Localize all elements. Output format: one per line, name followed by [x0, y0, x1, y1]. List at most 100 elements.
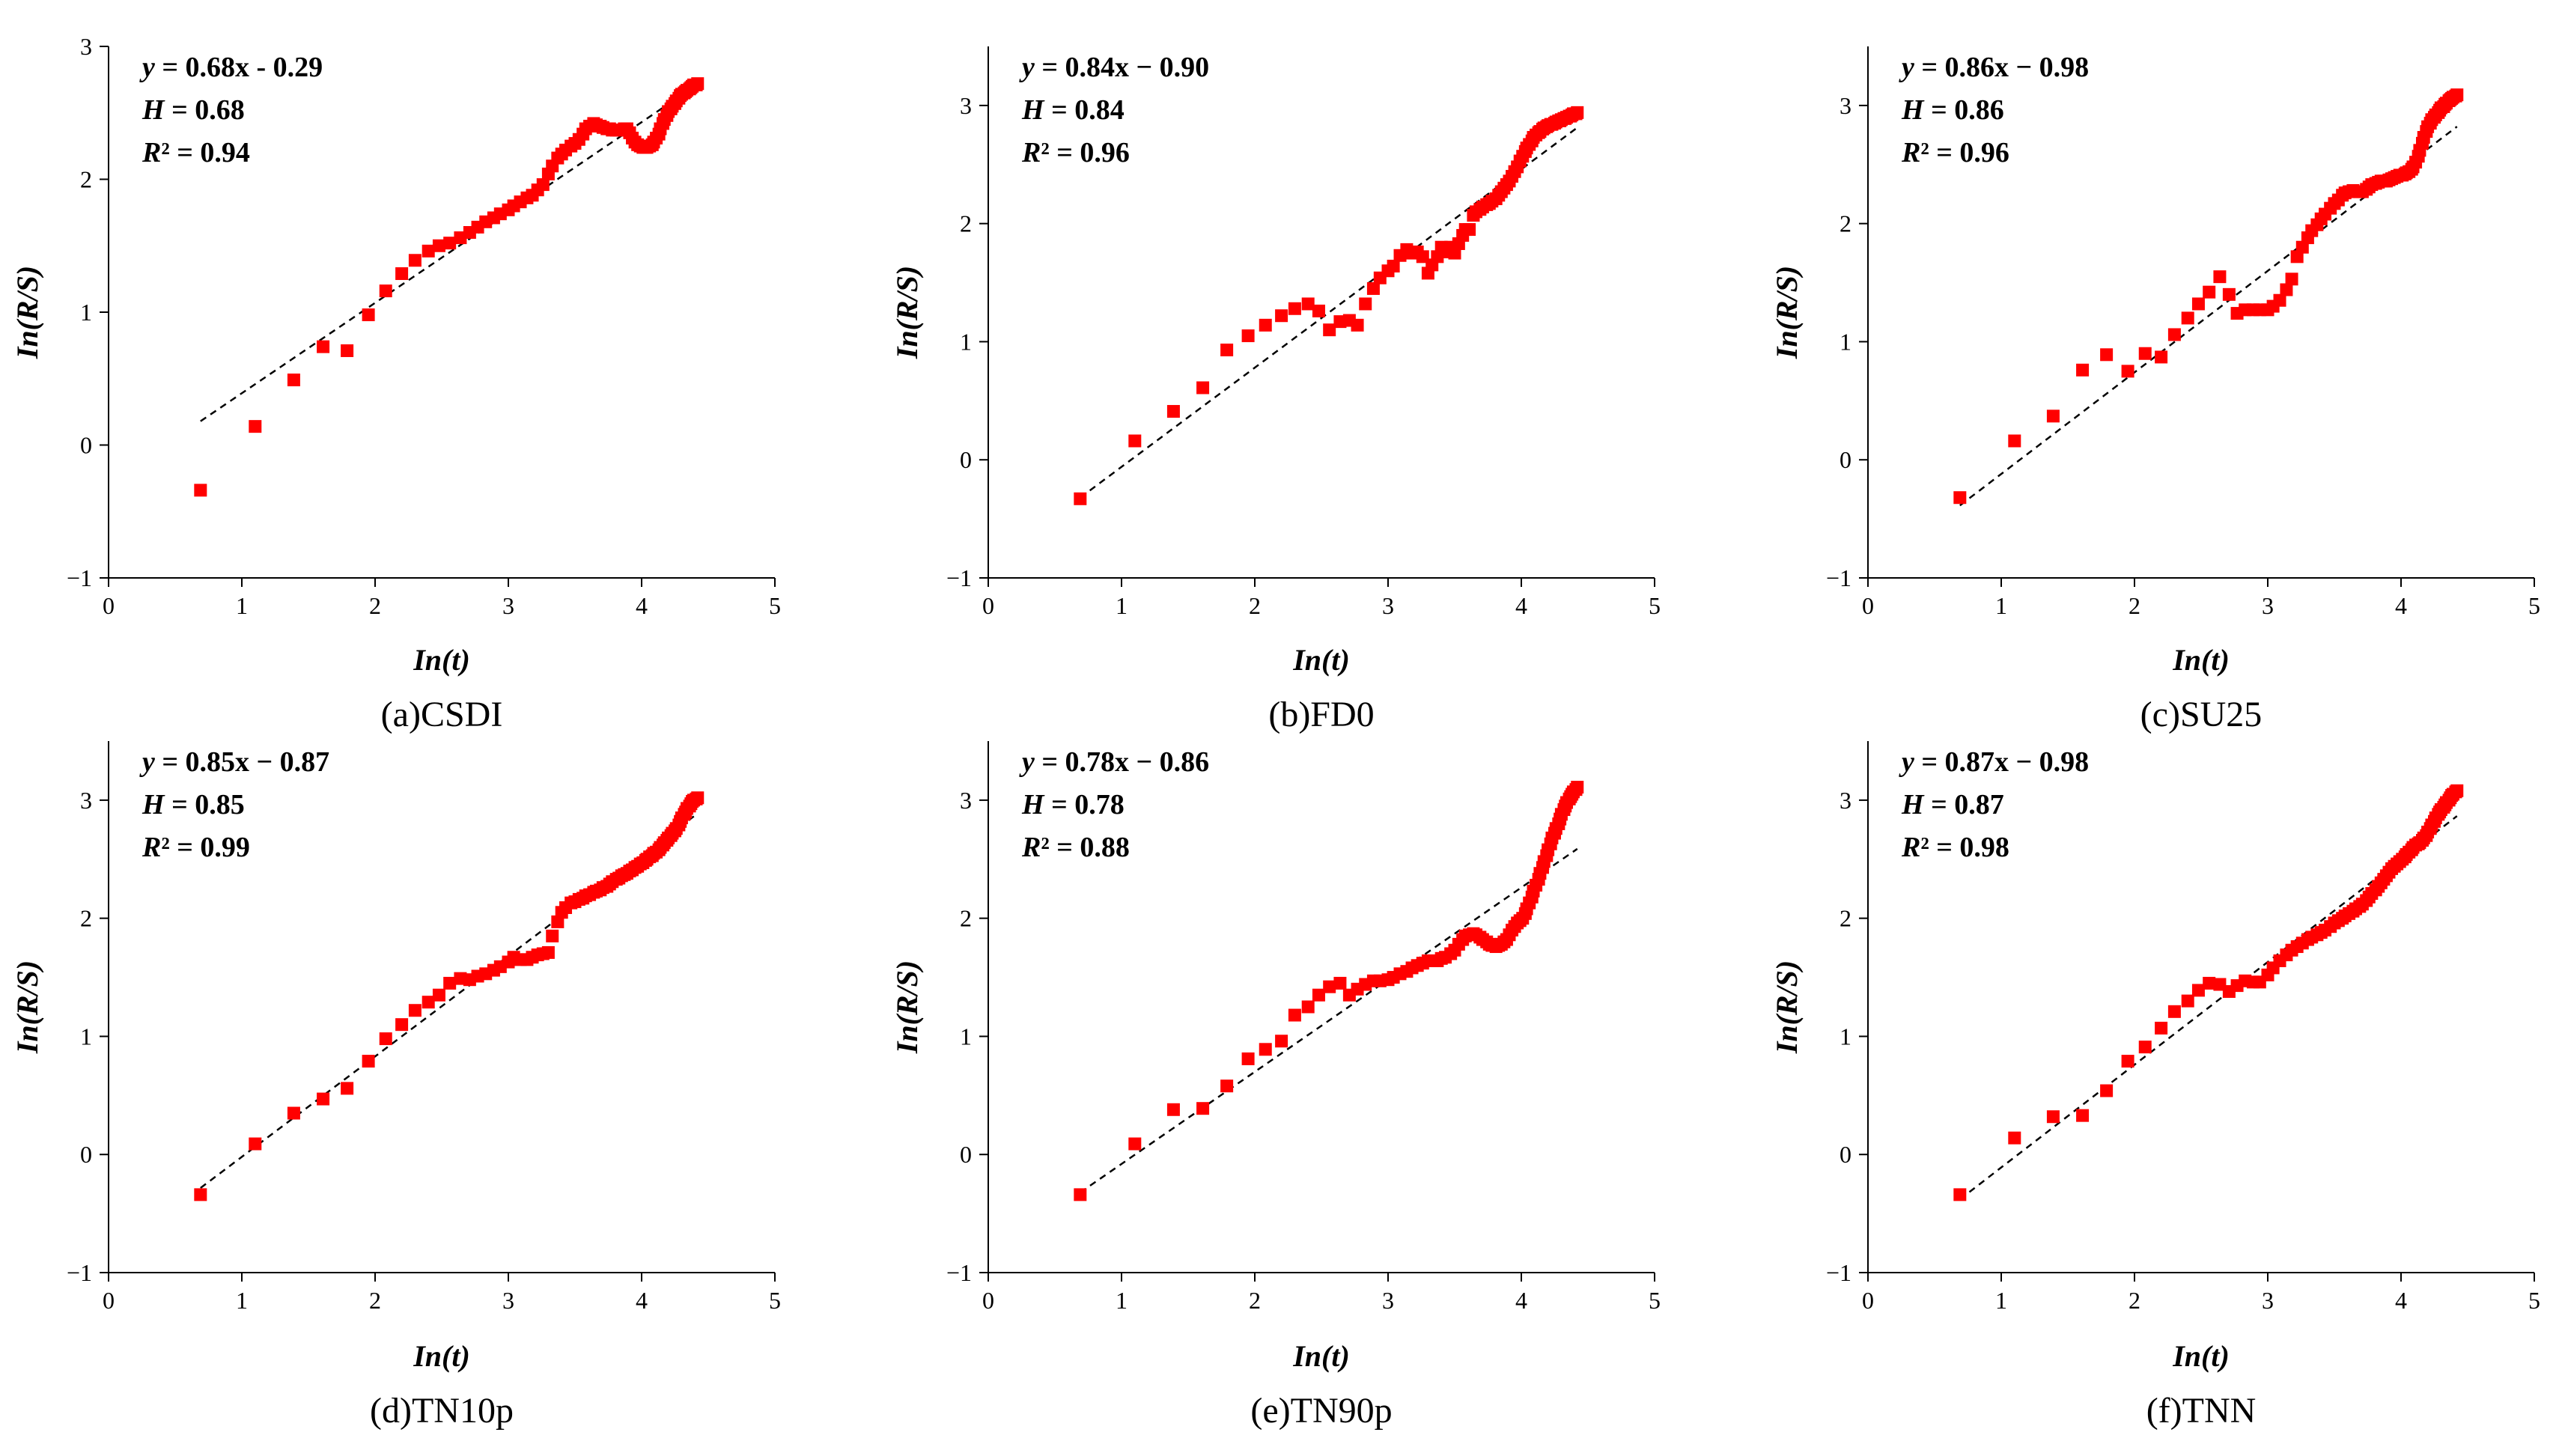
chart-c-point	[1953, 491, 1967, 505]
chart-a-x-tick-label: 2	[369, 592, 381, 619]
chart-c-y-tick-label: −1	[1826, 564, 1851, 591]
chart-a-point	[194, 484, 207, 497]
chart-b-hurst-value: = 0.84	[1044, 94, 1125, 126]
chart-a-x-axis-title: In(t)	[413, 643, 470, 677]
chart-e-point	[1571, 781, 1584, 794]
chart-e-x-axis-title: In(t)	[1292, 1339, 1350, 1373]
chart-c-point	[2203, 285, 2216, 299]
chart-b-equation: y = 0.84x − 0.90	[1019, 52, 1209, 83]
chart-b-point	[1359, 297, 1372, 311]
chart-d-equation-text: = 0.85x − 0.87	[155, 746, 329, 778]
chart-e-point	[1288, 1008, 1301, 1022]
chart-f-point	[1953, 1188, 1967, 1201]
chart-a-r-var: R	[142, 137, 161, 168]
chart-f-x-tick-label: 2	[2129, 1287, 2140, 1314]
chart-e-point	[1166, 1103, 1180, 1116]
chart-d-point	[287, 1106, 300, 1120]
chart-d-r-value: ² = 0.99	[161, 832, 250, 863]
chart-f-r-squared: R² = 0.98	[1901, 832, 2009, 863]
chart-a-x-tick-label: 5	[769, 592, 781, 619]
chart-c-hurst-var: H	[1901, 94, 1925, 126]
chart-d-point	[362, 1055, 375, 1068]
chart-e-y-tick-label: −1	[946, 1259, 972, 1286]
chart-e-x-tick-label: 3	[1382, 1287, 1394, 1314]
chart-e-equation-var: y	[1019, 746, 1035, 778]
chart-a-point	[422, 244, 435, 258]
chart-e-series	[1074, 781, 1584, 1201]
chart-f-point	[2138, 1041, 2152, 1054]
chart-a-point	[408, 254, 422, 267]
chart-a-x-tick-label: 0	[103, 592, 115, 619]
chart-b: 0 1 2 3 4 5 −1 0 1 2 3 In(t) In(R/S) (b)FD0 y = 0.84x …	[890, 46, 1661, 734]
chart-b-point	[1366, 281, 1380, 295]
chart-e-y-tick-label: 3	[960, 787, 972, 814]
chart-f-x-tick-label: 0	[1862, 1287, 1874, 1314]
chart-d-point	[691, 791, 705, 805]
chart-a-point	[443, 237, 457, 250]
chart-d-point	[395, 1018, 409, 1032]
chart-c-point	[2076, 363, 2090, 377]
chart-a-x-tick-label: 3	[502, 592, 514, 619]
chart-e-x-tick-label: 1	[1116, 1287, 1128, 1314]
chart-b-y-tick-label: 2	[960, 210, 972, 237]
chart-f-y-axis-title: In(R/S)	[1770, 960, 1804, 1055]
chart-b-y-tick-label: 0	[960, 446, 972, 473]
chart-d-series	[194, 791, 705, 1201]
chart-a-y-tick-label: 2	[80, 166, 92, 193]
chart-b-y-tick-label: −1	[946, 564, 972, 591]
chart-f-point	[2167, 1005, 2181, 1018]
chart-c-x-tick-label: 1	[1995, 592, 2007, 619]
chart-b-point	[1275, 309, 1288, 323]
chart-b-r-value: ² = 0.96	[1041, 137, 1130, 168]
chart-b-point	[1166, 405, 1180, 418]
chart-b-r-var: R	[1021, 137, 1041, 168]
chart-d-point	[249, 1137, 262, 1151]
chart-e-caption: (e)TN90p	[1250, 1391, 1392, 1431]
chart-d-y-axis-title: In(R/S)	[10, 960, 44, 1055]
chart-a-point	[317, 340, 330, 353]
chart-e-y-tick-label: 2	[960, 905, 972, 932]
chart-a-equation: y = 0.68x - 0.29	[139, 52, 323, 83]
chart-d-equation: y = 0.85x − 0.87	[139, 746, 329, 778]
chart-c-hurst-value: = 0.86	[1924, 94, 2004, 126]
chart-e-point	[1275, 1035, 1288, 1048]
chart-e-point	[1301, 1000, 1315, 1014]
chart-f-caption: (f)TNN	[2146, 1391, 2257, 1431]
chart-f-series	[1953, 784, 2464, 1201]
chart-d-y-tick-label: 2	[80, 905, 92, 932]
chart-a-y-tick-label: −1	[67, 564, 92, 591]
chart-f-r-var: R	[1901, 832, 1920, 863]
chart-b-x-tick-label: 4	[1515, 592, 1527, 619]
chart-b-hurst-var: H	[1021, 94, 1045, 126]
chart-e-hurst-value: = 0.78	[1044, 789, 1125, 820]
chart-d-point	[341, 1082, 354, 1095]
chart-a-y-tick-label: 1	[80, 299, 92, 326]
chart-f-hurst-value: = 0.87	[1924, 789, 2004, 820]
chart-a-point	[249, 420, 262, 433]
chart-b-point	[1074, 492, 1087, 505]
chart-b-x-axis-title: In(t)	[1292, 643, 1350, 677]
chart-b-equation-var: y	[1019, 52, 1035, 83]
chart-d-x-tick-label: 5	[769, 1287, 781, 1314]
chart-c-point	[2450, 88, 2464, 102]
chart-b-y-axis-title: In(R/S)	[890, 266, 924, 360]
chart-f-point	[2203, 976, 2216, 990]
chart-d-x-tick-label: 3	[502, 1287, 514, 1314]
chart-a-y-tick-label: 0	[80, 432, 92, 459]
chart-a: 0 1 2 3 4 5 −1 0 1 2 3 In(t) In(R/S) (a)CSDI y = 0.68x…	[10, 33, 781, 734]
chart-d-x-tick-label: 2	[369, 1287, 381, 1314]
chart-a-point	[395, 267, 409, 281]
chart-d-hurst: H = 0.85	[142, 789, 245, 820]
chart-a-point	[536, 178, 550, 192]
chart-c-y-axis-title: In(R/S)	[1770, 266, 1804, 360]
chart-f-point	[2076, 1109, 2090, 1122]
chart-b-x-tick-label: 5	[1649, 592, 1661, 619]
chart-e-point	[1333, 976, 1347, 990]
chart-c-equation-text: = 0.86x − 0.98	[1914, 52, 2089, 83]
chart-c-series	[1953, 88, 2464, 505]
chart-c-x-tick-label: 2	[2129, 592, 2140, 619]
chart-c-x-tick-label: 5	[2528, 592, 2540, 619]
chart-f-point	[2121, 1055, 2134, 1068]
chart-f-point	[2191, 984, 2205, 997]
